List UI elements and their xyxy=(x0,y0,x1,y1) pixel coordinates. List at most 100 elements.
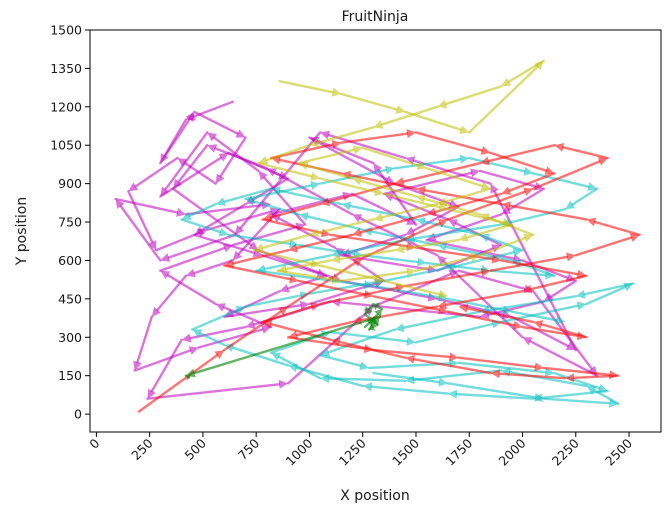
series-2-segment xyxy=(223,310,282,352)
series-2-arrowhead xyxy=(565,373,575,383)
y-tick-label: 300 xyxy=(58,330,82,345)
series-3-segment xyxy=(285,259,332,271)
series-2-segment xyxy=(372,295,441,312)
series-2-arrowhead xyxy=(597,157,608,166)
series-1-segment xyxy=(372,371,441,384)
series-3-arrowhead xyxy=(415,194,426,204)
x-tick-label: 0 xyxy=(86,435,102,451)
series-1-segment xyxy=(199,332,226,347)
series-0-segment xyxy=(164,131,209,191)
series-2-arrowhead xyxy=(533,320,544,329)
y-tick-label: 1050 xyxy=(50,138,82,153)
series-1-segment xyxy=(254,269,366,287)
series-0-segment xyxy=(133,349,192,372)
series-2-segment xyxy=(223,264,292,281)
series-0-segment xyxy=(273,171,354,216)
series-0-arrowhead xyxy=(245,320,256,329)
series-2-segment xyxy=(489,151,548,172)
series-3-arrowhead xyxy=(331,275,342,284)
series-1-arrowhead xyxy=(181,211,192,220)
series-4-arrowhead xyxy=(370,316,380,327)
series-0-segment xyxy=(193,259,234,275)
series-2-arrowhead xyxy=(522,284,533,294)
series-4-segment xyxy=(184,374,190,379)
series-0-arrowhead xyxy=(147,388,156,399)
series-3-segment xyxy=(318,264,377,281)
series-1-arrowhead xyxy=(192,329,203,338)
series-3-arrowhead xyxy=(352,145,363,155)
series-0-arrowhead xyxy=(278,379,289,389)
series-3-arrowhead xyxy=(309,228,320,238)
series-1-segment xyxy=(295,366,364,388)
series-1-segment xyxy=(510,310,558,322)
series-2-arrowhead xyxy=(501,201,511,211)
x-tick-label: 1750 xyxy=(442,435,475,468)
y-axis-title: Y position xyxy=(14,197,30,266)
series-1-segment xyxy=(180,218,222,234)
series-3-arrowhead xyxy=(394,244,405,254)
series-3-segment xyxy=(297,148,356,165)
series-3-arrowhead xyxy=(438,202,448,212)
series-1-arrowhead xyxy=(587,182,598,192)
series-1-arrowhead xyxy=(533,393,543,403)
series-1-arrowhead xyxy=(502,305,512,315)
series-1-segment xyxy=(585,285,627,306)
series-1-segment xyxy=(349,204,418,221)
x-tick-label: 2000 xyxy=(496,435,529,468)
series-0-segment xyxy=(159,156,223,198)
series-2-segment xyxy=(270,202,322,219)
series-2-arrowhead xyxy=(523,187,534,197)
series-1-arrowhead xyxy=(415,217,426,226)
series-0-arrowhead xyxy=(279,284,290,293)
series-0-segment xyxy=(193,233,256,254)
series-0-segment xyxy=(550,279,577,298)
series-0-segment xyxy=(156,274,188,312)
series-0-segment xyxy=(219,136,247,178)
series-3-segment xyxy=(257,161,313,178)
x-axis: 0 250 500 750 1000 1250 1500 1750 2000 2250 2500 xyxy=(86,432,635,469)
series-1-segment xyxy=(444,245,514,262)
series-3-arrowhead xyxy=(459,125,470,134)
series-3-arrowhead xyxy=(438,289,448,299)
series-2-arrowhead xyxy=(352,257,363,267)
series-3-segment xyxy=(306,164,354,180)
series-1-segment xyxy=(372,284,441,299)
series-2-arrowhead xyxy=(352,228,362,237)
series-2-arrowhead xyxy=(288,243,298,253)
series-0-arrowhead xyxy=(133,360,142,371)
series-2-segment xyxy=(466,307,535,324)
y-tick-label: 1350 xyxy=(50,61,82,76)
series-0-arrowhead xyxy=(447,219,459,228)
series-1-segment xyxy=(553,371,601,390)
series-2-arrowhead xyxy=(544,166,555,175)
y-tick-label: 0 xyxy=(74,407,82,422)
series-1-arrowhead xyxy=(320,348,331,357)
series-3-segment xyxy=(380,105,439,126)
series-1-arrowhead xyxy=(405,375,415,385)
y-tick-label: 1200 xyxy=(50,99,82,114)
series-3 xyxy=(252,59,546,299)
series-1-segment xyxy=(382,266,451,283)
series-3-segment xyxy=(317,218,375,234)
series-0-segment xyxy=(436,297,505,316)
series-2-arrowhead xyxy=(512,320,523,330)
series-2-arrowhead xyxy=(214,350,225,359)
series-0-arrowhead xyxy=(128,182,139,192)
series-3-segment xyxy=(340,92,398,111)
series-4-segment xyxy=(193,315,381,375)
series-0-arrowhead xyxy=(261,325,272,334)
series-2-segment xyxy=(457,356,537,369)
plot-area-frame xyxy=(89,29,662,433)
series-0-arrowhead xyxy=(248,241,259,251)
series-1-segment xyxy=(542,397,611,405)
series-3-arrowhead xyxy=(352,176,362,186)
series-0-arrowhead xyxy=(207,144,218,153)
series-0-arrowhead xyxy=(352,214,363,223)
y-tick-label: 600 xyxy=(58,253,82,268)
series-1-segment xyxy=(188,202,217,217)
x-tick-label: 1500 xyxy=(389,435,422,468)
y-tick-label: 450 xyxy=(58,291,82,306)
series-1-arrowhead xyxy=(271,352,282,361)
series-0-arrowhead xyxy=(160,253,171,262)
series-1-arrowhead xyxy=(289,239,299,249)
